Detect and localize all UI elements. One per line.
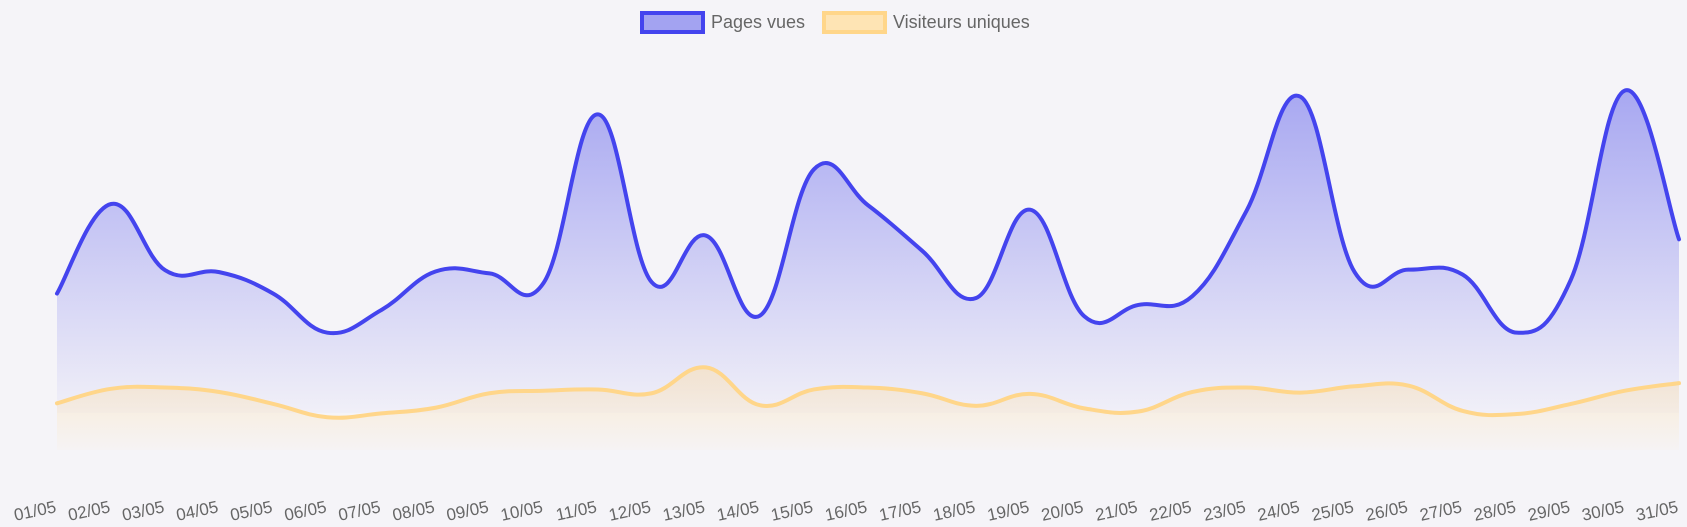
x-tick-label: 05/05	[229, 497, 275, 524]
legend-label: Pages vues	[711, 12, 805, 32]
legend-swatch	[822, 11, 887, 34]
legend-label: Visiteurs uniques	[893, 12, 1030, 32]
plot-area	[55, 88, 1681, 450]
x-tick-label: 17/05	[877, 497, 923, 524]
x-tick-label: 31/05	[1634, 497, 1680, 524]
x-tick-label: 23/05	[1202, 497, 1248, 524]
x-tick-label: 30/05	[1580, 497, 1626, 524]
x-tick-label: 24/05	[1256, 497, 1302, 524]
x-tick-label: 01/05	[12, 497, 58, 524]
x-tick-label: 26/05	[1364, 497, 1410, 524]
x-axis: 01/05 02/05 03/05 04/05 05/05 06/05 07/05 08/05…	[12, 497, 1680, 524]
x-tick-label: 19/05	[985, 497, 1031, 524]
series-visiteurs-uniques	[55, 365, 1681, 450]
series-line	[55, 365, 1681, 420]
x-tick-label: 14/05	[715, 497, 761, 524]
x-tick-label: 18/05	[931, 497, 977, 524]
series-area	[57, 90, 1679, 413]
legend-item[interactable]: Visiteurs uniques	[822, 11, 1030, 34]
x-tick-label: 13/05	[661, 497, 707, 524]
legend[interactable]: Pages vues Visiteurs uniques	[640, 11, 1030, 34]
x-tick-label: 07/05	[337, 497, 383, 524]
x-tick-label: 03/05	[120, 497, 166, 524]
series-area	[57, 367, 1679, 450]
x-tick-label: 02/05	[66, 497, 112, 524]
x-tick-label: 09/05	[445, 497, 491, 524]
x-tick-label: 28/05	[1472, 497, 1518, 524]
x-tick-label: 29/05	[1526, 497, 1572, 524]
x-tick-label: 27/05	[1418, 497, 1464, 524]
x-tick-label: 10/05	[499, 497, 545, 524]
x-tick-label: 21/05	[1094, 497, 1140, 524]
x-tick-label: 12/05	[607, 497, 653, 524]
legend-item[interactable]: Pages vues	[640, 11, 805, 34]
x-tick-label: 16/05	[823, 497, 869, 524]
x-tick-label: 08/05	[391, 497, 437, 524]
x-tick-label: 11/05	[554, 497, 598, 524]
series-line	[55, 88, 1681, 336]
series-pages-vues	[55, 88, 1681, 413]
x-tick-label: 20/05	[1040, 497, 1086, 524]
x-tick-label: 22/05	[1148, 497, 1194, 524]
x-tick-label: 25/05	[1310, 497, 1356, 524]
x-tick-label: 06/05	[283, 497, 329, 524]
x-tick-label: 04/05	[174, 497, 220, 524]
x-tick-label: 15/05	[769, 497, 815, 524]
legend-swatch	[640, 11, 705, 34]
